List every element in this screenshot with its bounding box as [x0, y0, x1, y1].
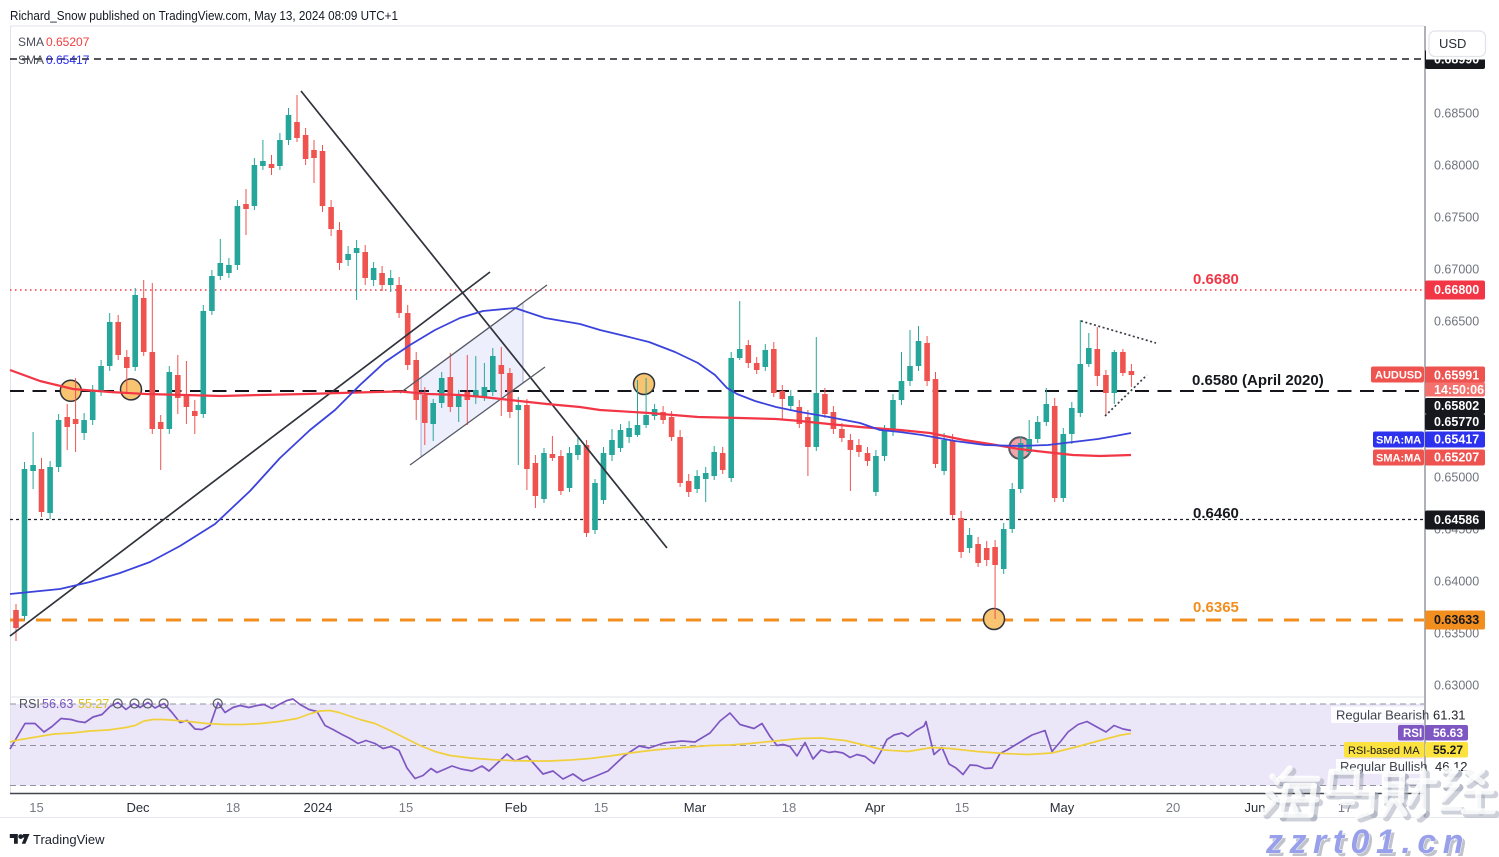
svg-text:0.6365: 0.6365 — [1193, 599, 1239, 616]
svg-text:Mar: Mar — [684, 800, 707, 815]
svg-text:0.6580 (April 2020): 0.6580 (April 2020) — [1192, 372, 1324, 389]
svg-text:TradingView: TradingView — [33, 832, 105, 847]
svg-text:0.63500: 0.63500 — [1434, 627, 1479, 641]
svg-text:0.63000: 0.63000 — [1434, 679, 1479, 693]
svg-text:SMA: SMA — [18, 53, 44, 67]
svg-text:0.65207: 0.65207 — [1434, 451, 1479, 465]
svg-text:0.65991: 0.65991 — [1434, 369, 1479, 383]
svg-text:Richard_Snow published on Trad: Richard_Snow published on TradingView.co… — [10, 8, 398, 23]
svg-text:0.67500: 0.67500 — [1434, 211, 1479, 225]
svg-text:14:50:06: 14:50:06 — [1434, 383, 1484, 397]
svg-text:0.6460: 0.6460 — [1193, 505, 1239, 522]
svg-text:zzrt01.cn: zzrt01.cn — [1268, 826, 1473, 857]
svg-text:20: 20 — [1166, 800, 1180, 815]
svg-text:0.64000: 0.64000 — [1434, 575, 1479, 589]
svg-text:18: 18 — [226, 800, 240, 815]
svg-text:AUDUSD: AUDUSD — [1375, 370, 1422, 382]
svg-text:0.67000: 0.67000 — [1434, 263, 1479, 277]
svg-text:0.68500: 0.68500 — [1434, 107, 1479, 121]
svg-text:0.64586: 0.64586 — [1434, 513, 1479, 527]
svg-text:Regular Bearish: Regular Bearish — [1336, 708, 1429, 723]
svg-text:RSI-based MA: RSI-based MA — [1348, 745, 1420, 757]
svg-text:May: May — [1050, 800, 1075, 815]
svg-text:0.66500: 0.66500 — [1434, 315, 1479, 329]
svg-text:0.63633: 0.63633 — [1434, 613, 1479, 627]
svg-text:55.27: 55.27 — [1433, 743, 1463, 757]
svg-text:2024: 2024 — [304, 800, 333, 815]
svg-text:0.66800: 0.66800 — [1434, 283, 1479, 297]
svg-text:Feb: Feb — [505, 800, 527, 815]
svg-text:0.65802: 0.65802 — [1434, 399, 1479, 413]
svg-text:RSI: RSI — [19, 697, 40, 711]
svg-text:56.63: 56.63 — [1433, 726, 1463, 740]
svg-text:USD: USD — [1439, 36, 1466, 51]
svg-text:zzrt01.cn: zzrt01.cn — [1265, 823, 1470, 857]
svg-text:Regular Bullish: Regular Bullish — [1340, 759, 1427, 774]
svg-text:RSI: RSI — [1403, 728, 1422, 740]
svg-text:SMA:MA: SMA:MA — [1376, 435, 1421, 447]
svg-text:56.63: 56.63 — [42, 697, 73, 711]
svg-text:0.65770: 0.65770 — [1434, 415, 1479, 429]
svg-text:18: 18 — [782, 800, 796, 815]
svg-text:Apr: Apr — [865, 800, 886, 815]
svg-text:0.65417: 0.65417 — [1434, 433, 1479, 447]
svg-text:0.65417: 0.65417 — [46, 53, 90, 67]
svg-text:0.65207: 0.65207 — [46, 35, 90, 49]
svg-text:55.27: 55.27 — [78, 697, 109, 711]
svg-text:Dec: Dec — [126, 800, 150, 815]
svg-text:0.68000: 0.68000 — [1434, 159, 1479, 173]
svg-text:Jun: Jun — [1245, 800, 1266, 815]
svg-text:15: 15 — [29, 800, 43, 815]
svg-text:SMA:MA: SMA:MA — [1376, 453, 1421, 465]
svg-text:0.65000: 0.65000 — [1434, 471, 1479, 485]
svg-text:SMA: SMA — [18, 35, 44, 49]
svg-text:15: 15 — [955, 800, 969, 815]
svg-text:15: 15 — [399, 800, 413, 815]
svg-text:61.31: 61.31 — [1433, 708, 1466, 723]
svg-text:0.6680: 0.6680 — [1193, 271, 1239, 288]
svg-text:15: 15 — [594, 800, 608, 815]
